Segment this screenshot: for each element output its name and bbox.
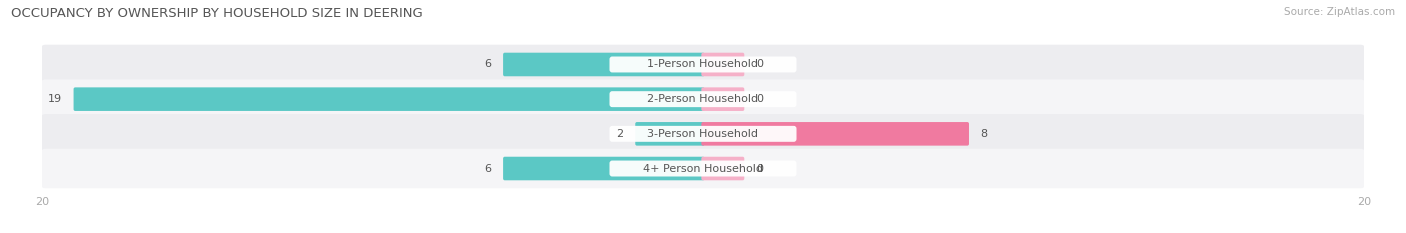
FancyBboxPatch shape [73, 87, 704, 111]
FancyBboxPatch shape [609, 161, 797, 176]
Text: 3-Person Household: 3-Person Household [648, 129, 758, 139]
FancyBboxPatch shape [702, 87, 744, 111]
FancyBboxPatch shape [609, 126, 797, 142]
Text: 0: 0 [756, 59, 763, 69]
FancyBboxPatch shape [41, 45, 1365, 84]
FancyBboxPatch shape [636, 122, 704, 146]
FancyBboxPatch shape [41, 79, 1365, 119]
FancyBboxPatch shape [503, 157, 704, 180]
FancyBboxPatch shape [503, 53, 704, 76]
Text: 0: 0 [756, 94, 763, 104]
Text: 8: 8 [980, 129, 987, 139]
Text: 0: 0 [756, 164, 763, 174]
Text: 2: 2 [617, 129, 624, 139]
FancyBboxPatch shape [609, 91, 797, 107]
FancyBboxPatch shape [609, 57, 797, 72]
Text: 6: 6 [485, 59, 492, 69]
FancyBboxPatch shape [702, 157, 744, 180]
Text: 6: 6 [485, 164, 492, 174]
FancyBboxPatch shape [41, 149, 1365, 188]
FancyBboxPatch shape [702, 122, 969, 146]
Text: OCCUPANCY BY OWNERSHIP BY HOUSEHOLD SIZE IN DEERING: OCCUPANCY BY OWNERSHIP BY HOUSEHOLD SIZE… [11, 7, 423, 20]
Text: Source: ZipAtlas.com: Source: ZipAtlas.com [1284, 7, 1395, 17]
Text: 19: 19 [48, 94, 62, 104]
Text: 2-Person Household: 2-Person Household [647, 94, 759, 104]
Text: 1-Person Household: 1-Person Household [648, 59, 758, 69]
FancyBboxPatch shape [702, 53, 744, 76]
Text: 4+ Person Household: 4+ Person Household [643, 164, 763, 174]
FancyBboxPatch shape [41, 114, 1365, 154]
